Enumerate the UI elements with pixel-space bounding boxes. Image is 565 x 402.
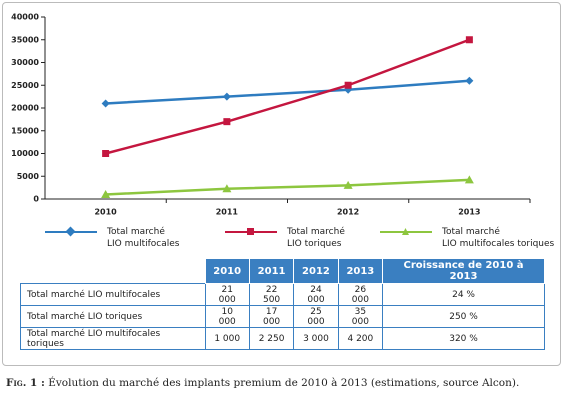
marker [223,118,231,126]
x-tick-label: 2010 [94,208,117,217]
marker [465,76,474,85]
legend-item: Total marché LIO multifocales [45,226,179,250]
marker [101,99,110,108]
frame [2,2,561,366]
x-tick-label: 2012 [337,208,359,217]
marker [101,189,111,198]
table-cell: 1 000 [204,327,250,350]
x-tick-label: 2013 [458,208,480,217]
table-row: Total marché LIO multifocales toriques 1 … [20,327,545,350]
y-tick-label: 15000 [11,126,39,135]
table-cell: 320 % [382,327,545,350]
legend-label: Total marché LIO multifocales [107,227,180,249]
table-cell: 3 000 [293,327,339,350]
legend-marker [65,226,76,237]
caption: Fig. 1 : Évolution du marché des implant… [6,377,519,389]
table-cell: 21 000 [204,283,250,306]
marker [464,175,474,184]
legend-item: Total marché LIO multifocales toriques [380,226,554,250]
series-line [105,79,470,105]
y-tick-label: 5000 [17,172,40,181]
legend-item: Total marché LIO toriques [225,226,345,250]
chart: 0 5000 10000 15000 20000 25000 30000 35000 40000… [11,13,531,217]
marker [222,184,232,193]
table-cell: 24 % [382,283,545,306]
caption-text: Évolution du marché des implants premium… [48,377,520,389]
legend-marker [402,228,409,235]
table-cell: 17 000 [248,305,295,328]
header-cell: 2012 [293,258,339,284]
legend-label: Total marché LIO multifocales toriques [442,227,555,249]
table-cell: 26 000 [337,283,384,306]
table-cell: 22 500 [248,283,295,306]
series-line [105,38,470,155]
table-row: Total marché LIO toriques 10 000 17 000 25 … [20,305,545,328]
header-row: 2010 2011 2012 2013 Croissance de 2010 à 201… [20,258,545,284]
table-cell: 24 000 [293,283,339,306]
header-cell: 2010 [204,258,250,284]
row-label: Total marché LIO multifocales [20,283,206,306]
y-tick-label: 25000 [11,81,39,90]
header-cell: 2011 [248,258,295,284]
marker [343,180,353,189]
series-line [105,178,470,196]
table-cell: 250 % [382,305,545,328]
data-table: 2010 2011 2012 2013 Croissance de 2010 à 201… [20,258,545,350]
legend-marker [247,228,254,235]
y-tick-label: 35000 [11,35,39,44]
header-cell: Croissance de 2010 à 2013 [382,258,545,284]
marker [222,92,231,101]
y-tick-label: 30000 [11,58,39,67]
row-label: Total marché LIO multifocales toriques [20,327,206,350]
y-tick-label: 20000 [11,104,39,113]
y-tick-label: 0 [33,195,39,204]
x-tick-label: 2011 [216,208,239,217]
table-row: Total marché LIO multifocales 21 000 22 50… [20,283,545,306]
row-label: Total marché LIO toriques [20,305,206,328]
legend-label: Total marché LIO toriques [287,227,345,249]
y-tick-label: 10000 [11,149,39,158]
marker [102,150,110,157]
marker [344,81,352,89]
y-tick-label: 40000 [11,13,39,22]
table-cell: 2 250 [248,327,295,350]
header-cell: 2013 [337,258,384,284]
table-cell: 35 000 [337,305,384,328]
table-cell: 4 200 [337,327,384,350]
table-cell: 25 000 [293,305,339,328]
marker [465,36,473,44]
header-cell [20,258,206,284]
caption-label: Fig. 1 : [6,377,45,389]
table-cell: 10 000 [204,305,250,328]
